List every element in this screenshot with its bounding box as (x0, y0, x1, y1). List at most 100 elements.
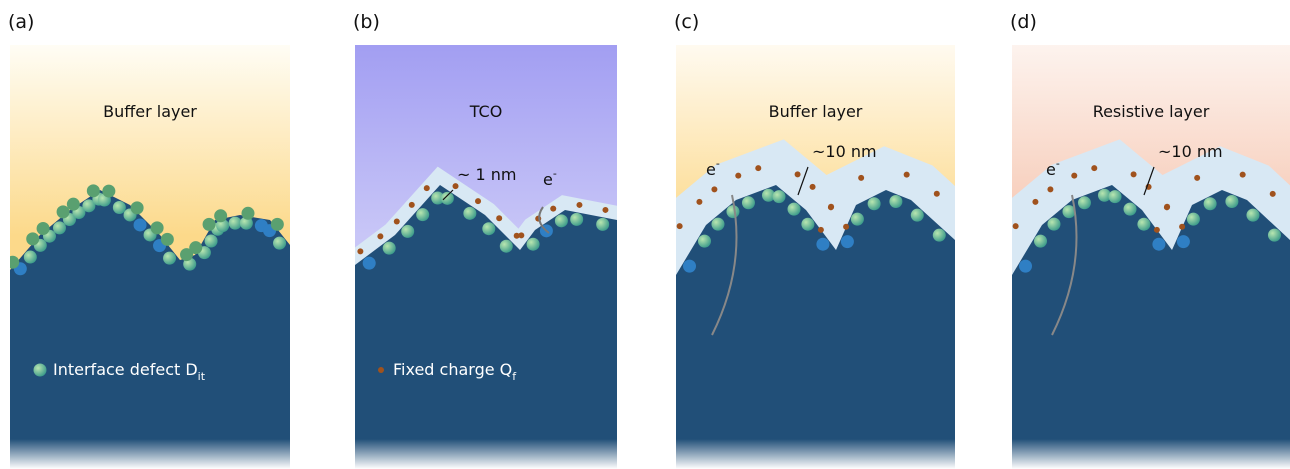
fixed-charge (377, 233, 383, 239)
interface-defect (500, 240, 513, 253)
figure: (a)Buffer layerInterface defect Dit(b)TC… (0, 0, 1290, 469)
interface-defect (26, 232, 39, 245)
fixed-charge (1154, 227, 1160, 233)
interface-defect (273, 237, 286, 250)
legend-icon (34, 364, 47, 377)
interface-defect (1204, 197, 1217, 210)
fixed-charge (934, 191, 940, 197)
panel-label: (a) (8, 11, 34, 33)
fixed-charge (795, 171, 801, 177)
fixed-charge (1270, 191, 1276, 197)
interface-defect (555, 214, 568, 227)
interface-defect (1152, 238, 1165, 251)
fixed-charge (810, 184, 816, 190)
interface-defect (363, 257, 376, 270)
fixed-charge (904, 172, 910, 178)
electron-symbol: e (1046, 160, 1056, 179)
interface-defect (482, 222, 495, 235)
bottom-fade (1012, 439, 1290, 469)
interface-defect (1246, 209, 1259, 222)
interface-defect (203, 218, 216, 231)
interface-defect (698, 235, 711, 248)
layer-label: Buffer layer (769, 102, 863, 121)
interface-defect (24, 251, 37, 264)
fixed-charge (357, 248, 363, 254)
interface-defect (229, 217, 242, 230)
interface-defect (6, 256, 19, 269)
interface-defect (889, 195, 902, 208)
interface-defect (271, 218, 284, 231)
electron-symbol: e (706, 160, 716, 179)
interface-defect (383, 242, 396, 255)
fixed-charge (1131, 171, 1137, 177)
interface-defect (67, 198, 80, 211)
bottom-fade (10, 439, 290, 469)
electron-symbol: e (543, 170, 553, 189)
interface-defect (1078, 196, 1091, 209)
interface-defect (911, 209, 924, 222)
interface-defect (205, 234, 218, 247)
panel: Resistive layer ~10 nm e- (992, 45, 1290, 469)
interface-defect (816, 238, 829, 251)
interface-defect (1187, 213, 1200, 226)
fixed-charge (1071, 173, 1077, 179)
interface-defect (801, 218, 814, 231)
interface-defect (1177, 235, 1190, 248)
legend-label: Fixed charge Q (393, 360, 512, 379)
interface-defect (57, 205, 70, 218)
fixed-charge (1032, 199, 1038, 205)
electron-charge: - (716, 157, 720, 170)
thickness-label: ~10 nm (812, 142, 877, 161)
fixed-charge (735, 173, 741, 179)
fixed-charge (998, 248, 1004, 254)
fixed-charge (576, 202, 582, 208)
fixed-charge (1240, 172, 1246, 178)
thickness-label: ~10 nm (1158, 142, 1223, 161)
interface-defect (53, 221, 66, 234)
interface-defect (189, 241, 202, 254)
interface-defect (214, 209, 227, 222)
fixed-charge (475, 198, 481, 204)
electron-charge: - (553, 167, 557, 180)
fixed-charge (1091, 165, 1097, 171)
interface-defect (841, 235, 854, 248)
interface-defect (1137, 218, 1150, 231)
layer-label: TCO (469, 102, 503, 121)
fixed-charge (424, 185, 430, 191)
interface-defect (131, 201, 144, 214)
interface-defect (161, 233, 174, 246)
fixed-charge (1047, 186, 1053, 192)
fixed-charge (755, 165, 761, 171)
interface-defect (401, 225, 414, 238)
panel: Buffer layerInterface defect Dit (6, 45, 290, 469)
interface-defect (441, 192, 454, 205)
fixed-charge (711, 186, 717, 192)
interface-defect (1034, 235, 1047, 248)
electron-charge: - (1056, 157, 1060, 170)
page: {"panels": [ {"label": "(a)", "layer": "… (0, 0, 1290, 469)
interface-defect (134, 218, 147, 231)
panel: TCO~ 1 nme-Fixed charge Qf (335, 45, 637, 469)
fixed-charge (394, 219, 400, 225)
interface-defect (742, 196, 755, 209)
interface-defect (570, 213, 583, 226)
fixed-charge (518, 232, 524, 238)
panel-label: (c) (674, 11, 699, 33)
interface-defect (788, 203, 801, 216)
interface-defect (683, 260, 696, 273)
fixed-charge (818, 227, 824, 233)
panel: Buffer layer ~10 nm e- (656, 45, 975, 469)
interface-defect (87, 184, 100, 197)
interface-defect (1047, 218, 1060, 231)
fixed-charge (677, 223, 683, 229)
legend-icon (378, 367, 384, 373)
fixed-charge (662, 248, 668, 254)
fixed-charge (1164, 204, 1170, 210)
interface-defect (113, 201, 126, 214)
layer-label: Resistive layer (1093, 102, 1210, 121)
interface-defect (933, 229, 946, 242)
interface-defect (851, 213, 864, 226)
fixed-charge (843, 224, 849, 230)
legend-subscript: it (198, 370, 206, 383)
interface-defect (102, 185, 115, 198)
